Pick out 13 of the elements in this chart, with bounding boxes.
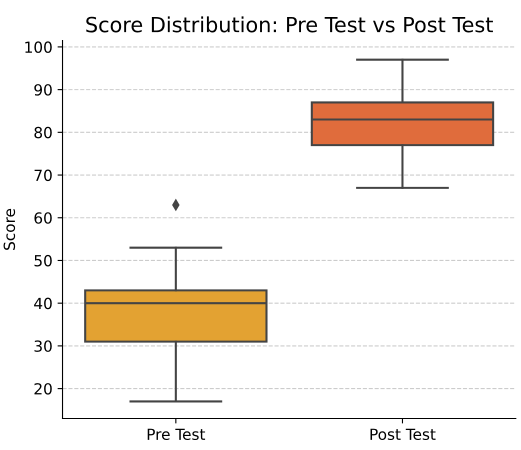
y-tick-label: 70 <box>34 170 52 182</box>
y-tick-label: 40 <box>34 298 52 310</box>
y-tick-label: 60 <box>34 212 52 224</box>
x-tick-label: Pre Test <box>148 428 206 440</box>
y-tick-label: 90 <box>34 84 52 96</box>
y-tick-label: 80 <box>34 126 52 138</box>
y-axis-title: Score <box>4 208 16 250</box>
x-tick-label: Post Test <box>370 428 436 440</box>
y-tick-label: 30 <box>34 340 52 352</box>
y-tick-label: 100 <box>25 41 52 53</box>
y-tick-label: 20 <box>34 383 52 395</box>
y-tick-label: 50 <box>34 254 52 266</box>
chart-title: Score Distribution: Pre Test vs Post Test <box>86 16 493 32</box>
